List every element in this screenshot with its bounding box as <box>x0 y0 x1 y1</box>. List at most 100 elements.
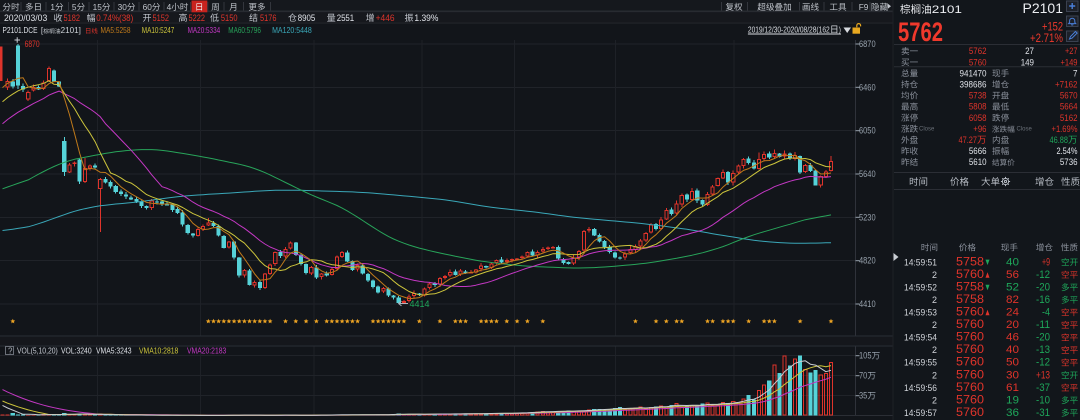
svg-text:+1.69%: +1.69% <box>1052 124 1078 135</box>
svg-text:5182: 5182 <box>64 13 81 24</box>
svg-text:-16: -16 <box>1036 294 1050 306</box>
svg-text:61: 61 <box>1006 382 1019 394</box>
svg-text:VOL:3240: VOL:3240 <box>61 346 92 356</box>
svg-text:5736: 5736 <box>1060 157 1078 168</box>
svg-text:2551: 2551 <box>337 13 355 24</box>
svg-text:20: 20 <box>1006 319 1019 331</box>
svg-text:5760: 5760 <box>956 355 984 369</box>
svg-text:4414: 4414 <box>410 299 430 309</box>
svg-text:40: 40 <box>1006 256 1019 268</box>
svg-text:5152: 5152 <box>153 13 170 24</box>
svg-text:MA5:5258: MA5:5258 <box>101 25 131 35</box>
svg-text:5230: 5230 <box>859 212 876 222</box>
svg-text:46.88: 46.88 <box>1050 135 1069 146</box>
svg-text:5760: 5760 <box>956 342 984 356</box>
svg-text:2: 2 <box>932 370 937 380</box>
svg-text:14:59:52: 14:59:52 <box>904 282 937 292</box>
svg-text:MA10:5247: MA10:5247 <box>142 25 175 35</box>
svg-text:14:59:51: 14:59:51 <box>904 257 937 267</box>
svg-text:P2101: P2101 <box>1023 0 1064 16</box>
svg-text:15: 15 <box>93 2 103 12</box>
svg-text:2.54%: 2.54% <box>1057 146 1078 157</box>
svg-text:VOL(5,10,20): VOL(5,10,20) <box>17 346 58 356</box>
svg-text:5670: 5670 <box>1060 91 1078 102</box>
svg-text:105: 105 <box>859 351 872 361</box>
svg-text:?: ? <box>8 347 13 356</box>
svg-text:+152: +152 <box>1042 22 1063 34</box>
svg-text:14:59:53: 14:59:53 <box>904 308 937 318</box>
svg-text:-10: -10 <box>1036 394 1050 406</box>
svg-text:5760: 5760 <box>956 405 984 419</box>
svg-text:5738: 5738 <box>969 91 987 102</box>
svg-text:MA60:5796: MA60:5796 <box>228 25 261 35</box>
svg-text:[: [ <box>41 25 44 35</box>
svg-text:2: 2 <box>932 395 937 405</box>
svg-text:5664: 5664 <box>1060 102 1078 113</box>
svg-text:27: 27 <box>1025 46 1034 57</box>
svg-text:-13: -13 <box>1036 344 1050 356</box>
svg-text:MA20:5334: MA20:5334 <box>188 25 221 35</box>
svg-text:P2101.DCE: P2101.DCE <box>3 25 38 35</box>
svg-text:14:59:56: 14:59:56 <box>904 383 937 393</box>
svg-text:14:59:57: 14:59:57 <box>904 408 937 418</box>
svg-text:5808: 5808 <box>969 102 987 113</box>
svg-text:5760: 5760 <box>956 392 984 406</box>
svg-text:4820: 4820 <box>859 256 876 266</box>
svg-text:2101: 2101 <box>932 4 962 16</box>
svg-text:1: 1 <box>50 2 55 12</box>
svg-text:-12: -12 <box>1036 357 1050 369</box>
svg-text:5666: 5666 <box>969 146 987 157</box>
svg-text:5162: 5162 <box>1060 113 1078 124</box>
svg-text:5222: 5222 <box>189 13 206 24</box>
svg-text:36: 36 <box>1006 407 1019 419</box>
svg-text:6058: 6058 <box>969 113 987 124</box>
svg-text:): ) <box>839 25 841 35</box>
svg-text:5762: 5762 <box>898 17 943 47</box>
svg-text:14:59:54: 14:59:54 <box>904 333 937 343</box>
svg-text:24: 24 <box>1006 307 1019 319</box>
svg-text:2019/12/30-2020/08/28(162: 2019/12/30-2020/08/28(162 <box>748 25 830 35</box>
svg-text:5758: 5758 <box>956 279 984 293</box>
svg-text:0.74%(38): 0.74%(38) <box>96 13 133 24</box>
svg-text:5760: 5760 <box>956 330 984 344</box>
svg-text:2: 2 <box>932 320 937 330</box>
svg-text:5760: 5760 <box>956 317 984 331</box>
svg-text:5760: 5760 <box>956 305 984 319</box>
svg-text:VMA20:2183: VMA20:2183 <box>187 346 227 356</box>
svg-text:-20: -20 <box>1036 332 1050 344</box>
svg-text:5176: 5176 <box>260 13 277 24</box>
svg-text:-20: -20 <box>1036 281 1050 293</box>
svg-text:5760: 5760 <box>956 380 984 394</box>
svg-text:19: 19 <box>1006 394 1019 406</box>
svg-text:-12: -12 <box>1036 269 1050 281</box>
svg-text:5758: 5758 <box>956 292 984 306</box>
svg-text:5610: 5610 <box>969 157 987 168</box>
svg-text:40: 40 <box>1006 344 1019 356</box>
svg-text:5640: 5640 <box>859 169 876 179</box>
svg-text:149: 149 <box>1021 57 1034 68</box>
svg-text:35: 35 <box>859 391 867 401</box>
svg-text:+9: +9 <box>1042 256 1050 268</box>
svg-text:4: 4 <box>167 2 172 12</box>
svg-text:1.39%: 1.39% <box>414 13 438 24</box>
svg-text:2020/03/03: 2020/03/03 <box>4 13 47 24</box>
svg-text:30: 30 <box>1006 369 1019 381</box>
svg-text:52: 52 <box>1006 281 1019 293</box>
svg-text:+27: +27 <box>1065 46 1078 57</box>
svg-text:-4: -4 <box>1042 307 1050 319</box>
svg-text:6870: 6870 <box>25 39 40 49</box>
svg-text:5760: 5760 <box>956 367 984 381</box>
svg-text:VMA5:3243: VMA5:3243 <box>96 346 132 356</box>
svg-text:Close: Close <box>919 127 935 133</box>
svg-text:5760: 5760 <box>956 267 984 281</box>
svg-text:Close: Close <box>1017 127 1033 133</box>
svg-text:8905: 8905 <box>298 13 316 24</box>
svg-text:398686: 398686 <box>960 80 987 91</box>
svg-text:+96: +96 <box>973 124 986 135</box>
svg-text:7: 7 <box>1073 68 1078 79</box>
svg-text:2: 2 <box>932 270 937 280</box>
svg-text:-11: -11 <box>1036 319 1050 331</box>
svg-text:2: 2 <box>932 345 937 355</box>
svg-text:50: 50 <box>1006 357 1019 369</box>
svg-text:46: 46 <box>1006 332 1019 344</box>
